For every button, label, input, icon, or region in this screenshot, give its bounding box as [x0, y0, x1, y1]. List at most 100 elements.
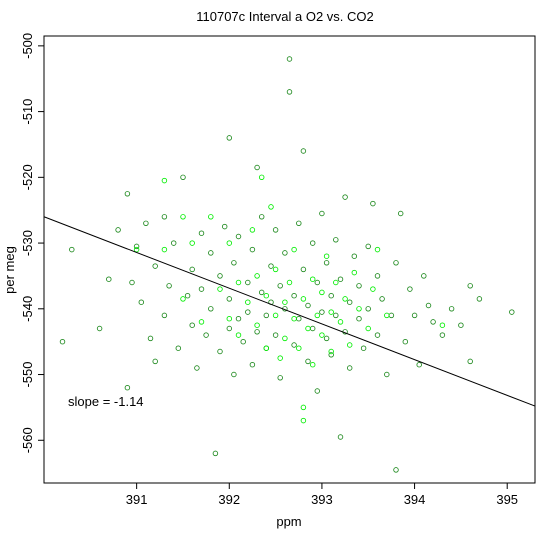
- data-point-dark: [231, 260, 237, 266]
- data-point-bright: [384, 312, 390, 319]
- data-point-dark: [365, 243, 371, 250]
- data-point-bright: [254, 322, 260, 328]
- data-point-bright: [208, 214, 214, 220]
- data-point-dark: [416, 361, 422, 368]
- data-point-dark: [272, 227, 279, 233]
- plot-frame: [43, 35, 536, 484]
- data-point-dark: [115, 227, 121, 233]
- data-point-bright: [272, 266, 279, 273]
- data-point-bright: [300, 404, 307, 411]
- data-point-bright: [296, 345, 302, 351]
- data-point-dark: [268, 263, 274, 269]
- data-point-dark: [360, 345, 367, 351]
- data-point-dark: [189, 266, 195, 273]
- data-point-dark: [370, 200, 376, 207]
- data-point-dark: [509, 309, 515, 315]
- data-point-bright: [258, 174, 265, 181]
- data-point-bright: [300, 417, 307, 424]
- data-point-dark: [351, 253, 358, 259]
- data-point-dark: [138, 299, 145, 305]
- data-point-bright: [249, 227, 256, 233]
- data-point-dark: [439, 332, 446, 338]
- data-point-dark: [180, 174, 186, 181]
- data-point-dark: [319, 309, 325, 315]
- data-point-bright: [133, 246, 140, 253]
- data-point-bright: [300, 296, 307, 302]
- x-tick-label: 392: [218, 492, 240, 507]
- data-point-dark: [203, 332, 209, 338]
- data-point-bright: [226, 315, 233, 322]
- x-tick-label: 395: [496, 492, 518, 507]
- data-point-bright: [328, 348, 334, 355]
- data-point-dark: [208, 306, 214, 312]
- data-point-bright: [351, 269, 358, 276]
- data-point-dark: [254, 329, 260, 335]
- data-point-dark: [226, 135, 233, 141]
- y-tick-label: -550: [20, 362, 35, 388]
- data-point-dark: [425, 302, 432, 309]
- data-point-dark: [365, 306, 371, 312]
- y-tick-label: -560: [20, 427, 35, 453]
- data-point-dark: [458, 322, 464, 328]
- data-point-dark: [333, 312, 339, 319]
- data-point-bright: [370, 286, 376, 292]
- data-point-dark: [217, 348, 223, 355]
- data-point-dark: [133, 243, 140, 250]
- data-point-dark: [337, 434, 344, 440]
- data-point-dark: [124, 384, 131, 391]
- data-point-bright: [277, 355, 283, 361]
- data-point-dark: [194, 365, 200, 371]
- y-tick-label: -510: [20, 99, 35, 125]
- data-point-dark: [277, 375, 283, 381]
- data-point-dark: [309, 240, 316, 246]
- data-point-dark: [393, 467, 399, 473]
- data-point-dark: [291, 342, 297, 348]
- data-point-dark: [346, 299, 353, 305]
- data-point-bright: [337, 319, 344, 325]
- data-point-bright: [309, 276, 316, 282]
- data-point-dark: [226, 296, 233, 302]
- data-point-dark: [328, 292, 334, 299]
- data-point-bright: [254, 273, 260, 279]
- data-point-dark: [184, 292, 191, 299]
- data-point-dark: [235, 315, 242, 322]
- data-point-dark: [291, 292, 297, 299]
- data-point-dark: [208, 250, 214, 256]
- data-point-dark: [277, 283, 283, 289]
- data-point-dark: [296, 315, 302, 322]
- y-tick-label: -500: [20, 33, 35, 59]
- data-point-bright: [356, 306, 362, 312]
- data-point-dark: [328, 352, 334, 358]
- data-point-bright: [323, 253, 330, 259]
- data-point-bright: [272, 312, 279, 319]
- data-point-bright: [328, 309, 334, 315]
- data-point-dark: [198, 230, 205, 236]
- x-tick-label: 394: [404, 492, 426, 507]
- data-point-dark: [235, 233, 242, 240]
- data-point-bright: [286, 279, 293, 286]
- data-point-dark: [319, 210, 325, 217]
- data-point-dark: [240, 338, 246, 345]
- data-point-dark: [407, 286, 413, 292]
- data-point-dark: [161, 214, 168, 220]
- data-point-dark: [166, 283, 172, 289]
- data-point-dark: [393, 260, 399, 266]
- data-point-bright: [226, 240, 233, 246]
- data-point-dark: [356, 315, 362, 322]
- data-point-dark: [323, 260, 330, 266]
- data-point-dark: [272, 332, 279, 338]
- data-point-dark: [152, 358, 158, 365]
- data-point-bright: [314, 312, 321, 319]
- data-point-dark: [296, 220, 302, 227]
- data-point-bright: [342, 296, 348, 302]
- data-point-bright: [333, 279, 339, 286]
- data-point-bright: [161, 246, 168, 253]
- data-point-bright: [268, 204, 274, 210]
- data-point-dark: [106, 276, 112, 282]
- data-point-dark: [170, 240, 177, 246]
- data-point-dark: [388, 312, 395, 319]
- data-point-bright: [319, 289, 325, 296]
- data-point-bright: [198, 319, 205, 325]
- data-point-dark: [249, 246, 256, 253]
